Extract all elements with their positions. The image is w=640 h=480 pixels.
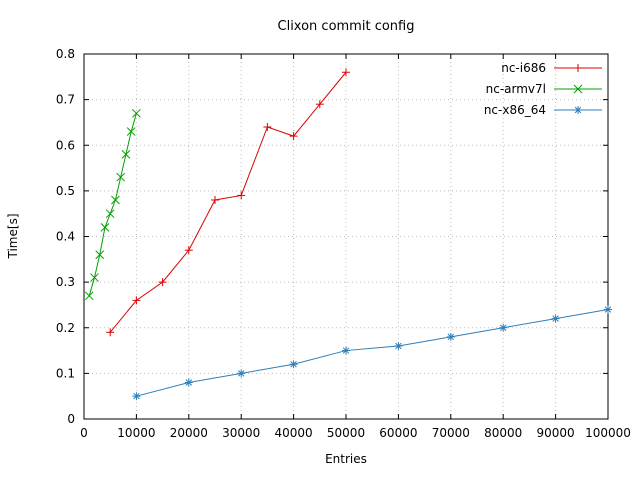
y-tick-label: 0.6 <box>56 138 75 152</box>
legend: nc-i686 nc-armv7l nc-x86_64 <box>484 61 602 117</box>
series-markers <box>132 305 612 401</box>
y-tick-label: 0.3 <box>56 275 75 289</box>
series-markers <box>106 68 350 337</box>
legend-label: nc-i686 <box>501 61 546 75</box>
x-tick-label: 10000 <box>117 426 155 440</box>
x-tick-label: 0 <box>80 426 88 440</box>
legend-label: nc-armv7l <box>486 82 546 96</box>
x-tick-label: 60000 <box>379 426 417 440</box>
y-tick-label: 0.5 <box>56 184 75 198</box>
y-tick-label: 0.7 <box>56 93 75 107</box>
tick-labels: 0 10000 20000 30000 40000 50000 60000 70000 8000… <box>56 47 631 440</box>
series-markers <box>84 108 141 301</box>
y-tick-label: 0.8 <box>56 47 75 61</box>
x-axis-label: Entries <box>325 452 367 466</box>
legend-entry-nc-armv7l: nc-armv7l <box>486 82 602 96</box>
y-tick-label: 0 <box>67 412 75 426</box>
chart-title: Clixon commit config <box>278 19 415 34</box>
legend-label: nc-x86_64 <box>484 103 546 117</box>
series-nc-i686 <box>106 68 350 337</box>
x-tick-label: 40000 <box>275 426 313 440</box>
series-line <box>109 71 347 333</box>
legend-marker <box>573 84 583 94</box>
x-tick-label: 80000 <box>484 426 522 440</box>
x-tick-label: 90000 <box>537 426 575 440</box>
x-tick-label: 70000 <box>432 426 470 440</box>
y-tick-label: 0.2 <box>56 321 75 335</box>
y-tick-label: 0.4 <box>56 230 75 244</box>
series-nc-armv7l <box>84 108 141 301</box>
series-nc-x86_64 <box>132 305 612 401</box>
legend-marker <box>574 106 582 114</box>
data-series <box>84 68 612 401</box>
x-tick-label: 50000 <box>327 426 365 440</box>
y-tick-label: 0.1 <box>56 366 75 380</box>
series-line <box>136 309 609 397</box>
series-line <box>88 113 137 296</box>
x-tick-label: 30000 <box>222 426 260 440</box>
x-tick-label: 20000 <box>170 426 208 440</box>
y-axis-label: Time[s] <box>6 214 20 260</box>
plot-border <box>83 53 609 420</box>
legend-marker <box>574 64 582 72</box>
legend-entry-nc-x86_64: nc-x86_64 <box>484 103 602 117</box>
legend-entry-nc-i686: nc-i686 <box>501 61 602 75</box>
x-tick-label: 100000 <box>585 426 631 440</box>
